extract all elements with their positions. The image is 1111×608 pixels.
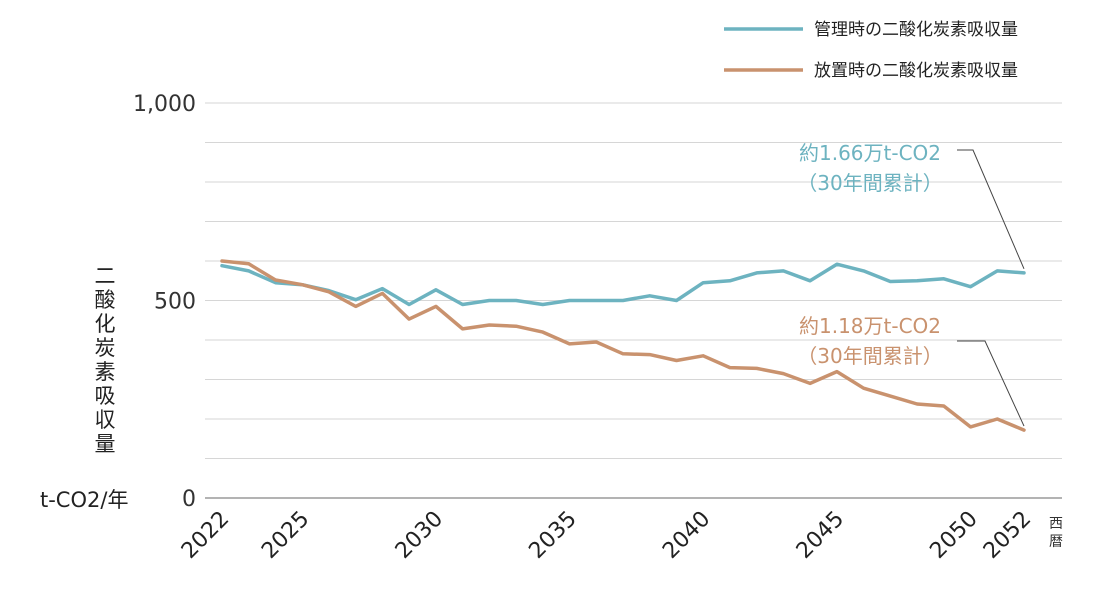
- series-line-managed: [220, 262, 1026, 307]
- y-axis-label-char: 炭: [95, 336, 116, 360]
- legend-label-managed: 管理時の二酸化炭素吸収量: [814, 20, 1018, 40]
- x-tick-label: 2035: [525, 507, 582, 564]
- y-axis-ticks: 0 500 1,000: [133, 92, 196, 512]
- series-line-neglected: [220, 259, 1026, 432]
- annotation-value: 約1.66万t-CO2: [799, 141, 941, 165]
- y-axis-label-char: 収: [95, 408, 116, 432]
- x-tick-label: 2030: [391, 507, 448, 564]
- x-tick-label: 2052: [979, 507, 1036, 564]
- y-axis-label-char: 二: [95, 264, 116, 288]
- annotations: 約1.66万t-CO2 （30年間累計） 約1.18万t-CO2 （30年間累計）: [797, 141, 1025, 427]
- x-axis-unit: 西暦: [1049, 516, 1063, 550]
- legend: 管理時の二酸化炭素吸収量 放置時の二酸化炭素吸収量: [724, 20, 1018, 81]
- y-tick-label: 500: [154, 290, 196, 315]
- y-axis-label-char: 吸: [95, 384, 116, 408]
- annotation-period: （30年間累計）: [797, 171, 942, 195]
- x-tick-label: 2045: [792, 507, 849, 564]
- y-axis-label-char: 化: [95, 312, 116, 336]
- annotation-value: 約1.18万t-CO2: [799, 314, 941, 338]
- x-axis-unit-char: 暦: [1049, 534, 1063, 550]
- series-lines: [220, 259, 1026, 432]
- annotation-leader: [957, 149, 1025, 270]
- y-axis-label-char: 量: [95, 432, 116, 456]
- x-tick-label: 2025: [257, 507, 314, 564]
- y-axis-label-char: 酸: [95, 288, 116, 312]
- annotation-leader: [957, 340, 1025, 427]
- y-tick-label: 1,000: [133, 92, 196, 117]
- y-axis-label: 二酸化炭素吸収量: [95, 264, 116, 456]
- y-axis-unit: t-CO2/年: [40, 488, 128, 512]
- y-tick-label: 0: [182, 487, 196, 512]
- x-tick-label: 2040: [658, 507, 715, 564]
- annotation-period: （30年間累計）: [797, 344, 942, 368]
- legend-label-neglected: 放置時の二酸化炭素吸収量: [814, 61, 1018, 81]
- x-tick-label: 2050: [926, 507, 983, 564]
- x-axis-unit-char: 西: [1049, 516, 1063, 532]
- x-tick-label: 2022: [177, 507, 234, 564]
- y-axis-label-char: 素: [95, 360, 116, 384]
